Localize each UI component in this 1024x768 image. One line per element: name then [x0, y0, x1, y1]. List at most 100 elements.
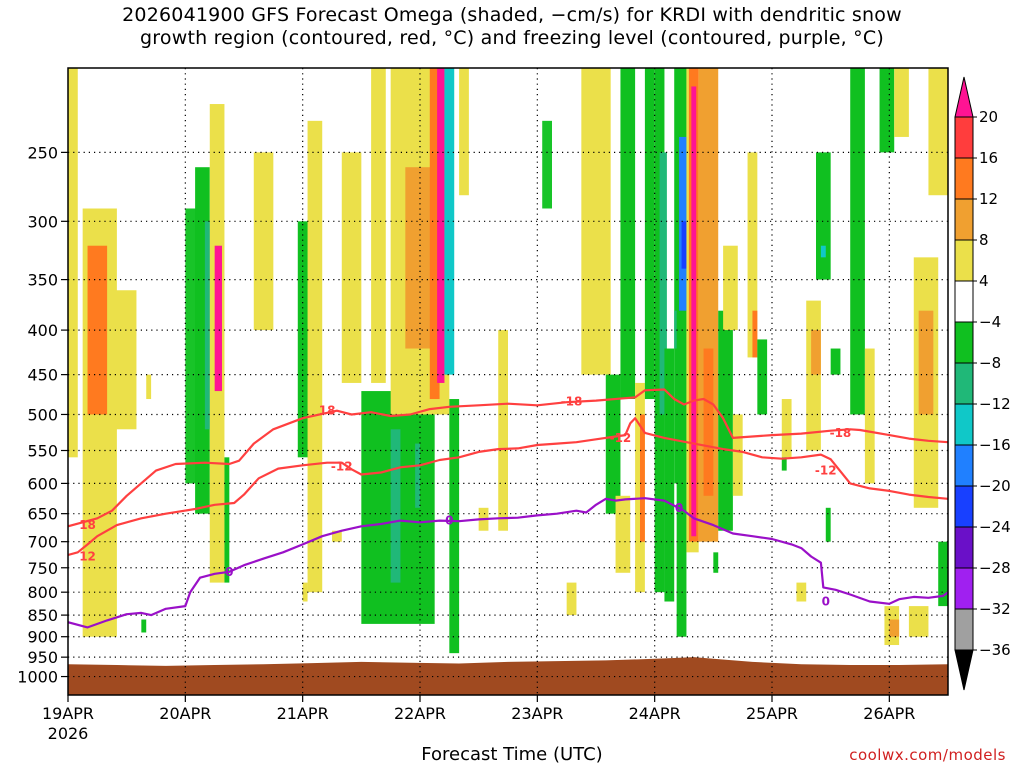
terrain-fill	[68, 657, 948, 695]
contour-line--12	[68, 417, 948, 557]
omega-cell	[302, 582, 308, 602]
omega-cell	[146, 374, 152, 400]
y-tick-label: 800	[27, 583, 58, 602]
omega-cell	[732, 414, 743, 496]
omega-cell	[444, 68, 455, 375]
contour-label: -12	[815, 464, 837, 478]
omega-cell	[581, 68, 611, 375]
colorbar-top-arrow	[954, 76, 974, 118]
colorbar-label: −8	[979, 354, 1001, 372]
y-tick-label: 300	[27, 212, 58, 231]
y-tick-label: 950	[27, 648, 58, 667]
omega-cell	[605, 374, 621, 514]
omega-cell	[615, 495, 631, 573]
colorbar-label: 12	[979, 190, 998, 208]
omega-cell	[806, 300, 821, 451]
contour-label: 0	[675, 501, 683, 515]
y-tick-label: 600	[27, 474, 58, 493]
contour-labels: 18 12 18 -12 -18 -12 -18 -12 0 0 0 0	[79, 394, 851, 608]
x-tick-label: 20APR	[159, 704, 211, 723]
chart-title-line1: 2026041900 GFS Forecast Omega (shaded, −…	[122, 4, 902, 26]
x-tick-label: 26APR	[863, 704, 915, 723]
colorbar-swatch	[954, 567, 974, 610]
omega-shading	[68, 68, 948, 654]
colorbar-label: −24	[979, 518, 1011, 536]
contour-label: 0	[822, 595, 830, 609]
x-axis-title: Forecast Time (UTC)	[421, 744, 603, 765]
omega-cell	[825, 507, 831, 542]
omega-cell	[341, 152, 362, 383]
omega-cell	[429, 68, 440, 400]
omega-cell	[371, 68, 386, 383]
colorbar-swatch	[954, 116, 974, 159]
omega-cell	[681, 221, 687, 269]
y-tick-label: 350	[27, 271, 58, 290]
x-tick-label: 21APR	[277, 704, 329, 723]
y-tick-label: 700	[27, 533, 58, 552]
omega-cell	[566, 582, 577, 616]
omega-cell	[332, 530, 342, 542]
omega-cell	[659, 152, 667, 415]
contour-label: -18	[830, 426, 852, 440]
colorbar-swatch	[954, 444, 974, 487]
y-axis: 250 300 350 400 450 500 550 600 650 700 750 800 850 9…	[17, 143, 68, 687]
omega-cell	[141, 619, 147, 633]
y-tick-label: 550	[27, 442, 58, 461]
omega-cell	[908, 606, 929, 637]
x-tick-label: 22APR	[394, 704, 446, 723]
omega-cell	[224, 457, 230, 583]
colorbar-swatch	[954, 403, 974, 446]
y-tick-label: 900	[27, 628, 58, 647]
colorbar-swatch	[954, 362, 974, 405]
colorbar-swatch	[954, 526, 974, 569]
y-tick-label: 450	[27, 366, 58, 385]
omega-cell	[757, 339, 768, 415]
credit-link[interactable]: coolwx.com/models	[849, 746, 1006, 764]
omega-cell	[879, 68, 895, 153]
omega-cell	[644, 68, 655, 400]
x-axis: 19APR 20APR 21APR 22APR 23APR 24APR 25APR 26APR…	[42, 695, 915, 743]
omega-cell	[816, 152, 831, 280]
colorbar-label: −28	[979, 559, 1011, 577]
colorbar-label: −32	[979, 600, 1011, 618]
colorbar-label: −16	[979, 436, 1011, 454]
colorbar-label: 20	[979, 108, 998, 126]
omega-cell	[703, 348, 714, 496]
omega-cell	[781, 399, 792, 458]
omega-cell	[928, 68, 948, 196]
omega-cell	[459, 68, 469, 196]
omega-cell	[415, 443, 420, 508]
omega-cell	[307, 120, 323, 593]
omega-cell	[68, 68, 78, 458]
y-tick-label: 850	[27, 606, 58, 625]
chart-title: 2026041900 GFS Forecast Omega (shaded, −…	[0, 4, 1024, 50]
omega-cell	[112, 290, 137, 430]
y-tick-label: 500	[27, 405, 58, 424]
omega-cell	[918, 310, 934, 415]
omega-cell	[390, 429, 401, 583]
omega-cell	[894, 68, 909, 137]
colorbar-swatch	[954, 280, 974, 323]
contour-label: -12	[331, 460, 353, 474]
colorbar-swatch	[954, 157, 974, 200]
x-year-label: 2026	[48, 724, 89, 743]
contour-label: 0	[225, 565, 233, 579]
omega-cell	[752, 310, 758, 358]
y-tick-label: 750	[27, 559, 58, 578]
chart-title-line2: growth region (contoured, red, °C) and f…	[140, 27, 884, 49]
omega-cell	[747, 152, 758, 358]
omega-cell	[938, 541, 948, 607]
x-tick-label: 23APR	[511, 704, 563, 723]
omega-cell	[676, 68, 687, 637]
contour-line--18	[68, 388, 948, 528]
omega-cell	[449, 399, 460, 654]
omega-cell	[781, 457, 787, 471]
colorbar-label: 16	[979, 149, 998, 167]
x-tick-label: 19APR	[42, 704, 94, 723]
omega-cell	[253, 152, 274, 331]
omega-cell	[542, 120, 552, 209]
colorbar-swatch	[954, 198, 974, 241]
omega-cell	[437, 68, 445, 383]
colorbar-label: 8	[979, 231, 989, 249]
contour-line-0	[68, 497, 948, 629]
